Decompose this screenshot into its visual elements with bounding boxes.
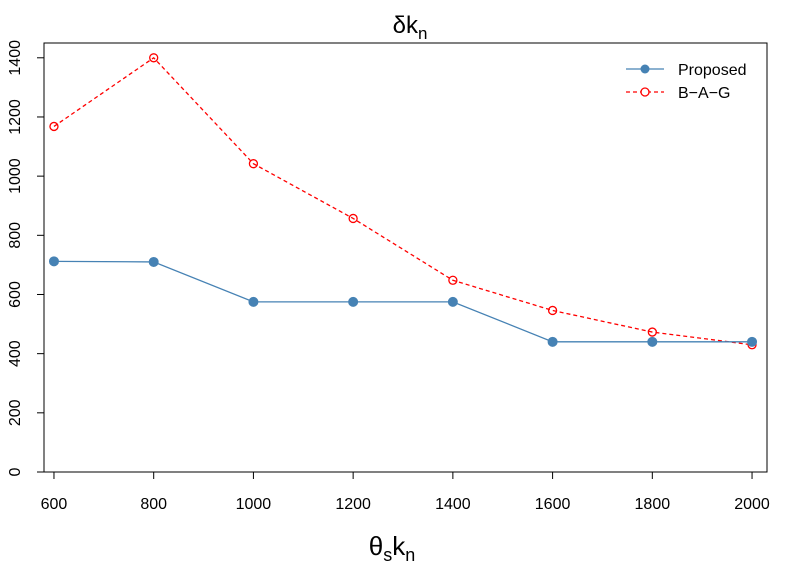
data-point	[149, 53, 159, 63]
y-tick-label: 200	[7, 399, 24, 426]
y-tick-label: 1000	[7, 158, 24, 194]
data-point	[48, 256, 59, 267]
x-axis-title: θskn	[369, 531, 415, 564]
legend: Proposed B−A−G	[626, 62, 747, 102]
x-tick-label: 1200	[335, 496, 371, 513]
plot-frame	[43, 42, 768, 473]
x-tick-label: 2000	[734, 496, 770, 513]
data-point	[448, 275, 458, 285]
data-point	[647, 327, 657, 337]
data-point	[49, 121, 59, 132]
x-tick-label: 600	[41, 496, 68, 513]
chart-title: δkn	[393, 12, 428, 43]
x-tick-label: 1800	[635, 496, 671, 513]
legend-marker	[640, 64, 650, 74]
legend-marker	[640, 87, 650, 97]
data-point	[547, 305, 558, 316]
data-point	[248, 159, 259, 169]
y-tick-label: 800	[7, 222, 24, 249]
data-point	[547, 336, 558, 347]
data-point	[348, 296, 359, 307]
data-point	[647, 336, 658, 347]
legend-label: Proposed	[678, 62, 747, 79]
x-tick-label: 1600	[535, 496, 571, 513]
x-tick-label: 1000	[236, 496, 272, 513]
series-layer	[48, 53, 758, 350]
x-axis: 600 800 1000 1200 1400 1600 1800 2000	[41, 472, 770, 513]
data-point	[148, 256, 159, 267]
y-tick-label: 0	[7, 467, 24, 476]
legend-label: B−A−G	[678, 85, 730, 102]
y-tick-label: 1200	[7, 99, 24, 135]
series-line-proposed	[53, 260, 753, 343]
y-axis: 0 200 400 600 800 1000 1200 1400	[7, 40, 44, 476]
y-tick-label: 600	[7, 281, 24, 308]
data-point	[747, 336, 758, 347]
data-point	[348, 213, 358, 224]
x-tick-label: 800	[140, 496, 167, 513]
x-tick-label: 1400	[435, 496, 471, 513]
data-point	[248, 296, 259, 307]
series-line-bag	[53, 56, 753, 346]
y-tick-label: 400	[7, 340, 24, 367]
data-point	[447, 296, 458, 307]
y-tick-label: 1400	[7, 40, 24, 76]
